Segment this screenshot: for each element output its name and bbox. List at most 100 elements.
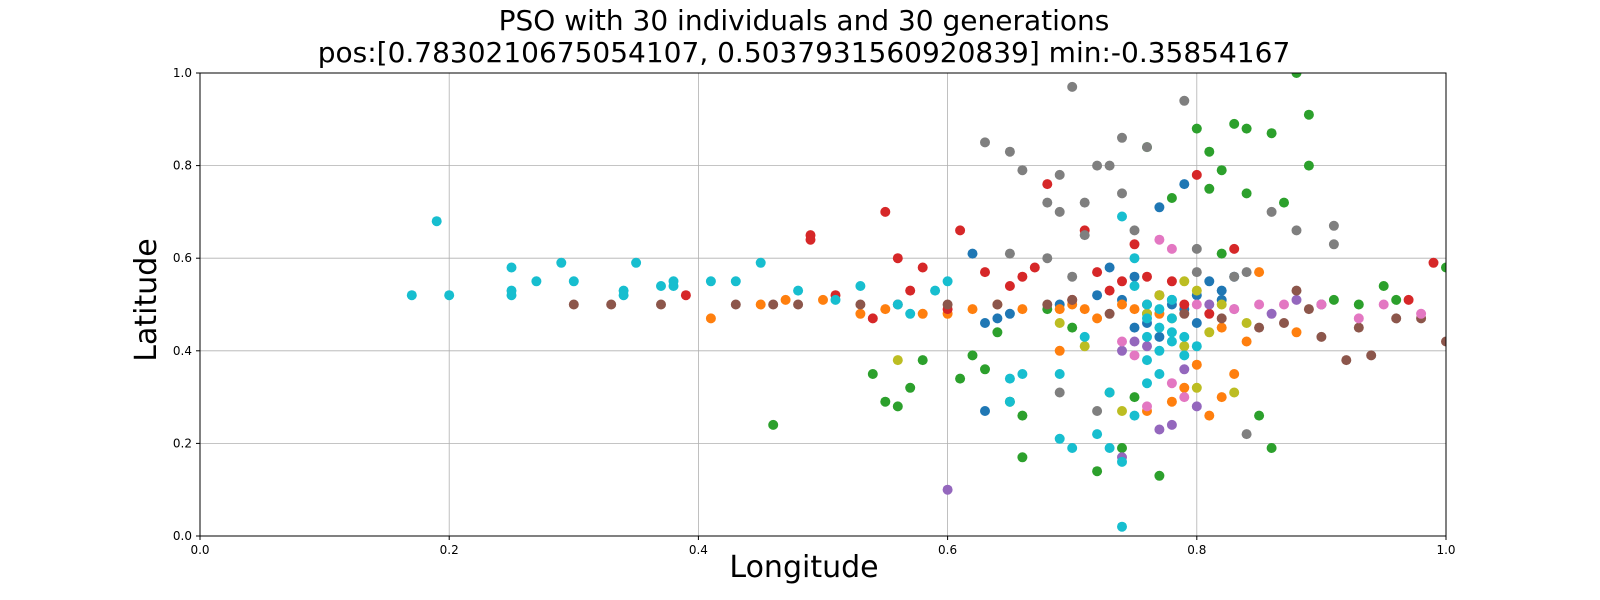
data-point	[1067, 294, 1078, 305]
data-point	[1279, 318, 1289, 328]
data-point	[1229, 387, 1240, 398]
data-point	[444, 290, 455, 301]
data-point	[1154, 345, 1165, 356]
data-point	[1154, 234, 1165, 245]
data-point	[1191, 243, 1202, 254]
data-point	[1403, 294, 1414, 305]
data-point	[705, 276, 716, 287]
x-tick-label: 0.0	[190, 543, 209, 557]
data-point	[1229, 118, 1240, 129]
data-point	[1117, 211, 1127, 222]
data-point	[1142, 341, 1152, 352]
data-point	[1142, 299, 1152, 310]
data-point	[1154, 470, 1165, 481]
data-point	[1004, 396, 1015, 407]
data-point	[1129, 281, 1140, 291]
x-tick-label: 0.4	[689, 543, 708, 557]
data-point	[1179, 364, 1190, 375]
data-point	[1291, 327, 1302, 338]
data-point	[768, 419, 779, 430]
data-point	[942, 276, 953, 287]
data-point	[1179, 179, 1190, 190]
data-point	[1316, 331, 1327, 342]
data-point	[793, 299, 804, 310]
data-point	[1117, 456, 1127, 467]
data-point	[1353, 299, 1364, 310]
data-point	[980, 267, 990, 278]
data-point	[880, 396, 891, 407]
data-point	[1042, 197, 1053, 208]
data-point	[406, 290, 417, 301]
y-axis-label: Latitude	[129, 238, 164, 361]
data-point	[867, 313, 878, 324]
data-point	[1179, 392, 1190, 403]
data-point	[1254, 267, 1265, 278]
data-point	[1017, 271, 1028, 282]
data-point	[1054, 206, 1065, 217]
data-point	[631, 257, 642, 268]
data-point	[855, 308, 866, 319]
data-point	[1204, 146, 1215, 157]
data-point	[1104, 262, 1115, 273]
data-point	[1266, 206, 1277, 217]
data-point	[1266, 308, 1277, 319]
data-point	[1117, 345, 1127, 356]
data-point	[1142, 313, 1152, 324]
data-point	[1004, 281, 1015, 291]
data-point	[905, 308, 916, 319]
data-point	[1229, 369, 1240, 379]
data-point	[1179, 276, 1190, 287]
data-point	[1166, 327, 1177, 338]
data-point	[1017, 452, 1028, 463]
data-point	[942, 299, 953, 310]
data-point	[1129, 336, 1140, 347]
data-point	[1104, 160, 1115, 171]
axis-ticks: 0.0 0.2 0.4 0.6 0.8 1.0 0.0 0.2 0.4 0.6 0.8 1.0	[173, 66, 1456, 557]
data-point	[1154, 202, 1165, 213]
data-point	[1229, 304, 1240, 315]
data-point	[880, 304, 891, 315]
data-point	[967, 350, 978, 361]
data-point	[967, 304, 978, 315]
data-point	[506, 290, 517, 301]
data-point	[1129, 392, 1140, 403]
data-point	[1254, 410, 1265, 421]
data-point	[1291, 285, 1302, 296]
data-point	[980, 318, 990, 328]
data-point	[1004, 373, 1015, 384]
data-point	[855, 299, 866, 310]
data-point	[1079, 197, 1090, 208]
data-point	[1166, 336, 1177, 347]
y-tick-label: 0.0	[173, 529, 192, 543]
data-point	[1166, 396, 1177, 407]
data-point	[1067, 443, 1078, 453]
data-point	[1441, 336, 1446, 347]
data-point	[1191, 123, 1202, 134]
data-point	[955, 373, 966, 384]
data-point	[1204, 183, 1215, 194]
data-point	[1241, 267, 1252, 278]
data-point	[1391, 313, 1402, 324]
data-point	[1092, 290, 1103, 301]
data-point	[980, 406, 990, 416]
data-point	[1279, 299, 1289, 310]
data-point	[1054, 318, 1065, 328]
data-point	[1079, 304, 1090, 315]
data-point	[1166, 193, 1177, 203]
data-point	[1117, 521, 1127, 532]
data-point	[780, 294, 791, 305]
data-point	[705, 313, 716, 324]
data-point	[980, 364, 990, 375]
data-point	[1092, 429, 1103, 440]
data-point	[917, 262, 928, 273]
data-point	[1216, 299, 1227, 310]
data-point	[1291, 73, 1302, 78]
data-point	[1179, 331, 1190, 342]
data-point	[955, 225, 966, 236]
data-point	[1054, 433, 1065, 444]
data-point	[992, 313, 1003, 324]
data-point	[1129, 322, 1140, 333]
chart-subtitle: pos:[0.7830210675054107, 0.5037931560920…	[318, 36, 1291, 69]
data-point	[1142, 378, 1152, 389]
